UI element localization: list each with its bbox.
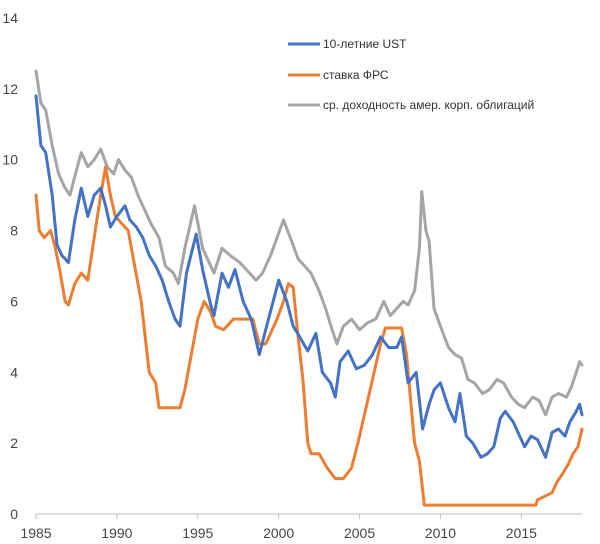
y-tick-label: 4 xyxy=(10,364,18,380)
y-tick-label: 12 xyxy=(2,81,18,97)
x-tick-label: 2010 xyxy=(425,525,456,541)
y-tick-label: 2 xyxy=(10,435,18,451)
ust-10y-line xyxy=(34,94,584,459)
x-tick-label: 2015 xyxy=(506,525,537,541)
legend-label: ставка ФРС xyxy=(323,68,389,82)
legend-item-fed-rate: ставка ФРС xyxy=(288,68,389,82)
y-tick-label: 14 xyxy=(2,10,18,26)
y-tick-label: 0 xyxy=(10,506,18,522)
x-tick-label: 2005 xyxy=(344,525,375,541)
x-axis-ticks: 1985 1990 1995 2000 2005 2010 2015 xyxy=(20,514,537,541)
series-lines xyxy=(34,69,584,507)
y-tick-label: 10 xyxy=(2,152,18,168)
y-tick-label: 8 xyxy=(10,223,18,239)
legend: 10-летние UST ставка ФРС ср. доходность ам… xyxy=(288,37,534,112)
legend-label: ср. доходность амер. корп. облигаций xyxy=(323,98,534,112)
y-axis-ticks: 0 2 4 6 8 10 12 14 xyxy=(2,10,18,522)
y-tick-label: 6 xyxy=(10,293,18,309)
legend-label: 10-летние UST xyxy=(323,37,407,51)
x-tick-label: 1995 xyxy=(182,525,213,541)
corporate-bond-yield-line xyxy=(34,69,584,417)
x-tick-label: 1990 xyxy=(101,525,132,541)
x-tick-label: 2000 xyxy=(263,525,294,541)
legend-item-ust-10y: 10-летние UST xyxy=(288,37,407,51)
fed-rate-line xyxy=(34,165,584,507)
x-tick-label: 1985 xyxy=(20,525,51,541)
legend-item-corporate-bonds: ср. доходность амер. корп. облигаций xyxy=(288,98,534,112)
